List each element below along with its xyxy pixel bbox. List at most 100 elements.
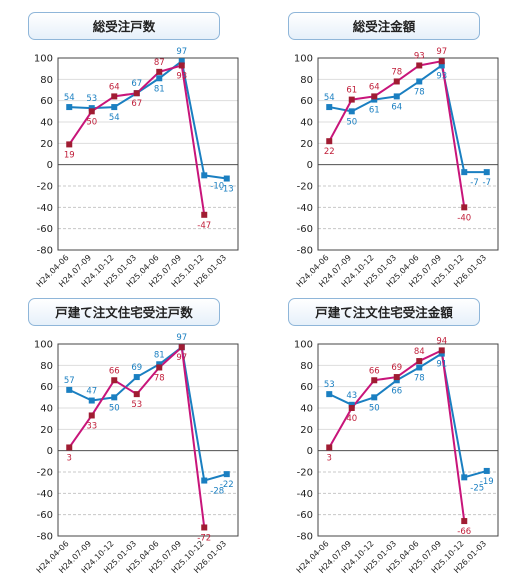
y-tick-label: -20 (297, 182, 313, 193)
data-label: 54 (64, 93, 75, 103)
data-label: 33 (86, 421, 97, 431)
y-tick-label: 80 (300, 361, 313, 372)
data-point (88, 108, 95, 115)
plot-frame (57, 57, 239, 251)
data-point (88, 105, 95, 112)
data-label: -28 (210, 487, 224, 497)
y-tick-label: 100 (34, 340, 53, 351)
data-label: 67 (131, 79, 142, 89)
chart-panel-custom-house-amount: 戸建て注文住宅受注金額 100 80 60 40 20 0 -20 -40 -60 -80 H24.… (260, 286, 520, 576)
y-tick-label: -40 (37, 203, 53, 214)
data-label: 3 (67, 453, 72, 463)
data-point (438, 347, 445, 354)
line-chart-svg: 100806040200-20-40-60-80H24.04-06H24.07-… (294, 336, 499, 575)
data-point (223, 471, 230, 478)
data-label: 78 (414, 373, 425, 383)
data-label: 81 (154, 350, 165, 360)
data-label: -10 (210, 181, 224, 191)
data-point (66, 141, 73, 148)
y-tick-label: 20 (40, 425, 53, 436)
data-point (111, 104, 118, 111)
data-point (88, 397, 95, 404)
data-label: 54 (324, 93, 335, 103)
y-tick-label: 60 (300, 382, 313, 393)
data-point (156, 68, 163, 75)
data-point (393, 93, 400, 100)
data-label: 78 (391, 67, 402, 77)
data-label: 78 (414, 87, 425, 97)
data-point (133, 90, 140, 97)
data-point (111, 93, 118, 100)
data-label: -13 (220, 185, 234, 195)
data-label: 93 (176, 71, 187, 81)
chart-panel-total-units: 総受注戸数 100 80 60 40 20 0 -20 -40 -60 -80 H24.04-06 H… (0, 0, 260, 290)
line-chart-svg: 100806040200-20-40-60-80H24.04-06H24.07-… (294, 47, 499, 289)
y-tick-label: 20 (300, 425, 313, 436)
y-tick-label: -60 (297, 224, 313, 235)
data-label: 66 (109, 366, 120, 376)
data-point (326, 138, 333, 145)
data-label: 69 (391, 363, 402, 373)
y-tick-label: 40 (300, 404, 313, 415)
y-tick-label: 40 (40, 404, 53, 415)
y-tick-label: -20 (297, 468, 313, 479)
data-point (66, 444, 73, 451)
y-tick-label: 0 (307, 446, 313, 457)
y-tick-label: 0 (47, 160, 53, 171)
data-label: 81 (154, 84, 165, 94)
y-tick-label: -40 (297, 203, 313, 214)
line-chart-svg: 100806040200-20-40-60-80H24.04-06H24.07-… (34, 47, 239, 289)
line-chart-svg: 100806040200-20-40-60-80H24.04-06H24.07-… (34, 333, 239, 575)
data-label: 78 (154, 373, 165, 383)
data-point (348, 405, 355, 411)
data-point (178, 58, 185, 65)
data-point (201, 524, 208, 531)
y-tick-label: 100 (294, 54, 313, 65)
data-label: -25 (470, 483, 484, 493)
chart-panel-total-amount: 総受注金額 100 80 60 40 20 0 -20 -40 -60 -80 H24.04-06 H… (260, 0, 520, 290)
data-point (66, 104, 73, 111)
data-label: 19 (64, 150, 75, 160)
data-label: 22 (324, 147, 335, 157)
data-label: -7 (483, 178, 491, 188)
data-point (438, 62, 445, 69)
data-label: -40 (457, 213, 471, 223)
data-label: -66 (457, 527, 471, 537)
data-label: 50 (369, 403, 380, 413)
data-point (393, 374, 400, 381)
plot-frame (317, 57, 499, 251)
data-point (178, 62, 185, 69)
data-label: 97 (176, 353, 187, 363)
y-tick-label: -40 (297, 489, 313, 500)
data-label: 54 (109, 113, 120, 123)
data-point (178, 344, 185, 351)
data-label: 3 (327, 453, 332, 463)
data-label: 91 (436, 360, 447, 370)
data-point (111, 394, 118, 401)
data-point (461, 204, 468, 211)
data-label: 40 (346, 414, 357, 424)
y-tick-label: 80 (40, 75, 53, 86)
data-label: 84 (414, 347, 425, 357)
series-line (68, 346, 228, 482)
y-tick-label: -80 (297, 246, 313, 257)
series-line (329, 64, 487, 174)
y-tick-label: 60 (40, 382, 53, 393)
data-point (483, 467, 490, 474)
data-label: -72 (197, 533, 211, 543)
data-label: 94 (436, 336, 447, 346)
data-label: 93 (436, 71, 447, 81)
data-label: 50 (346, 117, 357, 127)
data-point (326, 104, 333, 111)
data-point (393, 78, 400, 85)
data-point (416, 78, 423, 85)
data-label: 53 (324, 380, 335, 390)
data-label: 97 (176, 333, 187, 343)
data-label: 64 (369, 82, 380, 92)
y-tick-label: -20 (37, 182, 53, 193)
data-point (326, 391, 333, 398)
data-point (88, 412, 95, 419)
data-point (201, 211, 208, 218)
data-point (371, 96, 378, 103)
y-tick-label: 0 (307, 160, 313, 171)
